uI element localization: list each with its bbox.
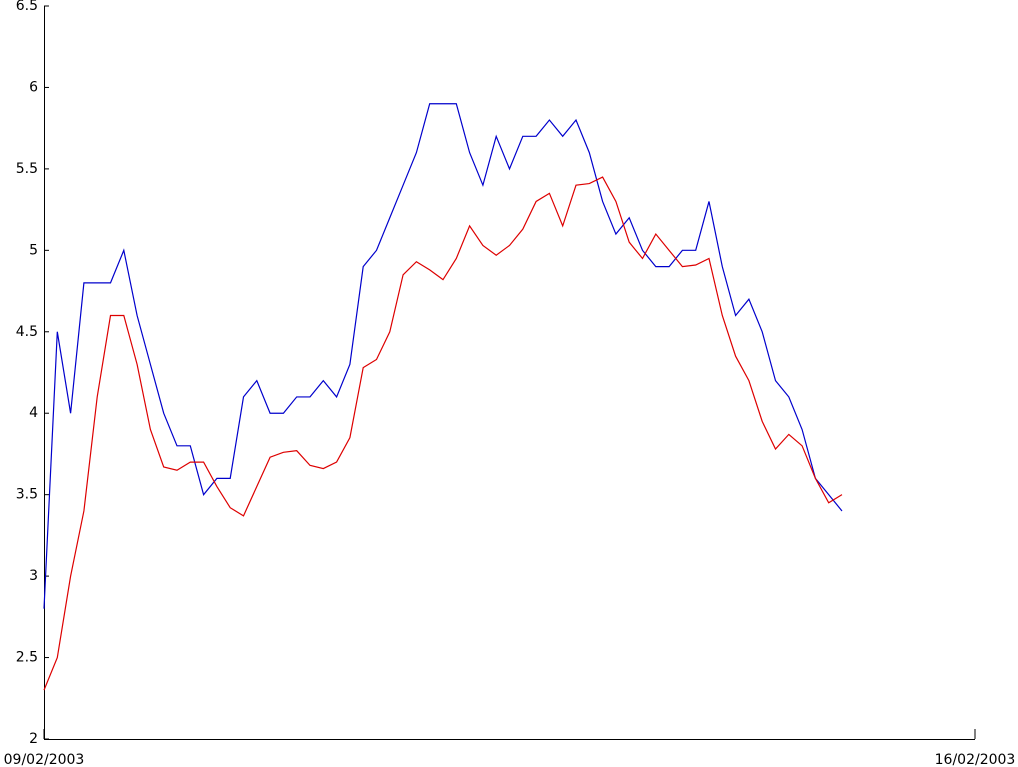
y-tick-label: 5.5 <box>16 161 38 177</box>
y-tick-label: 2.5 <box>16 650 38 666</box>
line-series <box>43 176 843 691</box>
x-tick-label: 09/02/2003 <box>4 752 85 767</box>
y-tick-label: 2 <box>29 731 38 747</box>
y-tick-label: 4 <box>29 405 38 421</box>
line-series <box>43 103 843 609</box>
y-tick-label: 4.5 <box>16 324 38 340</box>
y-tick-label: 3.5 <box>16 487 38 503</box>
y-tick-label: 6.5 <box>16 0 38 14</box>
y-tick-label: 5 <box>29 242 38 258</box>
y-tick-label: 6 <box>29 79 38 95</box>
x-tick-label: 16/02/2003 <box>935 752 1016 767</box>
y-tick-label: 3 <box>29 568 38 584</box>
